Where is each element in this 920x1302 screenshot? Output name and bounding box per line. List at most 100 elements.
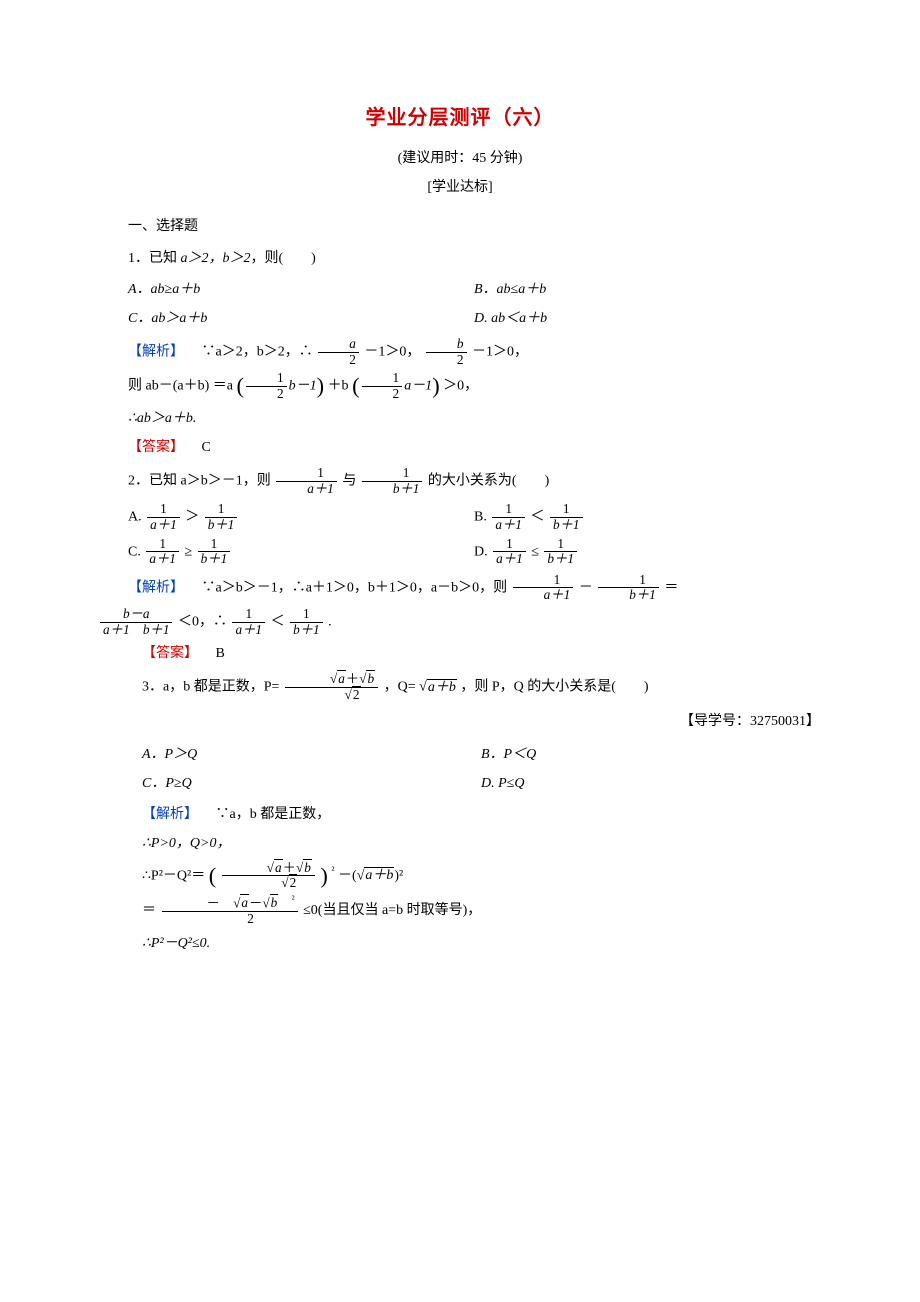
lparen-icon: ( [209, 863, 216, 888]
num: 1 [198, 537, 231, 553]
sqrt-a: a [240, 894, 249, 910]
section-tag: [学业达标] [100, 175, 820, 200]
rel: ＞ [185, 510, 199, 525]
q3-options: A．P＞Q B．P＜Q C．P≥Q D. P≤Q [142, 740, 820, 798]
q1-stem: 1．已知 a＞2，b＞2，则( ) [100, 246, 820, 271]
eq: ＝ [142, 903, 156, 918]
q2-analysis-2: b－a a＋1 b＋1 ＜0，∴ 1a＋1 ＜ 1b＋1 . [100, 607, 820, 637]
num: 1 [492, 502, 525, 518]
frac: 1a＋1 [232, 607, 265, 637]
num: 1 [290, 607, 323, 623]
rel: ＜ [530, 510, 544, 525]
q3-stem-end: ，则 P，Q 的大小关系是( ) [460, 680, 648, 695]
rparen-icon: ) [432, 374, 439, 399]
rel: ≥ [184, 544, 192, 559]
q1-ana2-end: ＞0， [443, 379, 478, 394]
num: 1 [146, 537, 179, 553]
den: b＋1 [544, 552, 577, 567]
q2-optB: B. 1a＋1 ＜ 1b＋1 [474, 500, 820, 534]
q3-analysis-2: ∴P>0，Q>0， [100, 831, 820, 856]
q1-ana2-mid: ＋b [328, 379, 349, 394]
minus: － [579, 580, 593, 595]
q1-ana1-end: －1＞0， [472, 344, 528, 359]
sq: ² [292, 894, 295, 905]
lt: ＜ [271, 614, 285, 629]
answer-label: 【答案】 [142, 646, 198, 661]
answer-label: 【答案】 [128, 440, 184, 455]
rparen-icon: ) [320, 863, 327, 888]
lparen-icon: ( [352, 374, 359, 399]
num: 1 [550, 502, 583, 518]
num: b－a [100, 607, 172, 623]
num: 1 [147, 502, 180, 518]
q1-optA: A．ab≥a＋b [128, 275, 474, 304]
rel: ≤ [531, 544, 539, 559]
sqrt-2: 2 [289, 874, 298, 890]
optC-label: C. [128, 544, 141, 559]
sqrt-a: a [337, 670, 346, 686]
q2-stem-end: 的大小关系为( ) [428, 473, 549, 488]
frac-a-over-2: a2 [318, 337, 359, 367]
q1-optB-text: B．ab≤a＋b [474, 282, 546, 297]
num: 1 [598, 573, 659, 589]
frac: 1b＋1 [550, 502, 583, 532]
num: 1 [232, 607, 265, 623]
num: 1 [544, 537, 577, 553]
frac: 1a＋1 [493, 537, 526, 567]
q3-guide-number: 【导学号：32750031】 [100, 709, 820, 734]
optB-label: B. [474, 510, 487, 525]
frac: 1b＋1 [544, 537, 577, 567]
q3-ana1: ∵a，b 都是正数， [216, 807, 331, 822]
q1-optA-text: A．ab≥a＋b [128, 282, 200, 297]
q1-ana1-pre: ∵a＞2，b＞2，∴ [202, 344, 313, 359]
sqrt-b: b [303, 859, 312, 875]
frac-diff: b－a a＋1 b＋1 [100, 607, 172, 637]
q2-answer-val: B [216, 646, 225, 661]
q3-optC: C．P≥Q [142, 769, 481, 798]
num: 1 [493, 537, 526, 553]
doc-title: 学业分层测评（六） [100, 100, 820, 136]
q3-analysis-1: 【解析】 ∵a，b 都是正数， [100, 802, 820, 827]
lparen-icon: ( [236, 374, 243, 399]
q3-ana3-pre: ∴P²－Q²＝ [142, 868, 205, 883]
sqrt-b: b [270, 894, 279, 910]
plus: ＋ [283, 860, 296, 875]
q3-ana3-minus: －( [338, 868, 357, 883]
num: 1 [276, 466, 337, 482]
den: a＋1 [513, 588, 574, 603]
q3-optD-text: D. P≤Q [481, 776, 524, 791]
frac-P-sq: √a＋√b √2 [222, 861, 315, 891]
den: b＋1 [205, 518, 238, 533]
q1-half-a: a－1 [404, 379, 432, 394]
q3-optB: B．P＜Q [481, 740, 820, 769]
den: a＋1 [492, 518, 525, 533]
q2-stem-mid: 与 [342, 473, 356, 488]
sqrt-apb: a＋b [364, 867, 394, 883]
den: a＋1 [147, 518, 180, 533]
frac: 1b＋1 [205, 502, 238, 532]
period: . [328, 614, 332, 629]
plus: ＋ [346, 671, 359, 686]
q1-ana1-mid: －1＞0， [364, 344, 420, 359]
sqrt-b: b [366, 670, 375, 686]
frac-half: 12 [362, 371, 403, 401]
q3-stem-pre: 3．a，b 都是正数，P= [142, 680, 279, 695]
den: 2 [162, 912, 298, 927]
q3-stem: 3．a，b 都是正数，P= √a＋√b √2 ，Q= √a＋b ，则 P，Q 的… [100, 672, 820, 702]
den: a＋1 [493, 552, 526, 567]
sq-exp: ² [331, 865, 334, 876]
optD-label: D. [474, 544, 488, 559]
q1-half-b: b－1 [289, 379, 317, 394]
num: 1 [513, 573, 574, 589]
frac-b-over-2: b2 [426, 337, 467, 367]
den: b＋1 [290, 623, 323, 638]
suggested-time: (建议用时：45 分钟) [100, 146, 820, 171]
den-r: b＋1 [143, 622, 170, 637]
q1-optC-text: C．ab＞a＋b [128, 311, 207, 326]
frac-P: √a＋√b √2 [285, 672, 378, 702]
den: b＋1 [198, 552, 231, 567]
q3-ana3-end: )² [394, 868, 403, 883]
q1-analysis-1: 【解析】 ∵a＞2，b＞2，∴ a2 －1＞0， b2 －1＞0， [100, 337, 820, 367]
frac: 1b＋1 [598, 573, 659, 603]
den: a＋1 [232, 623, 265, 638]
